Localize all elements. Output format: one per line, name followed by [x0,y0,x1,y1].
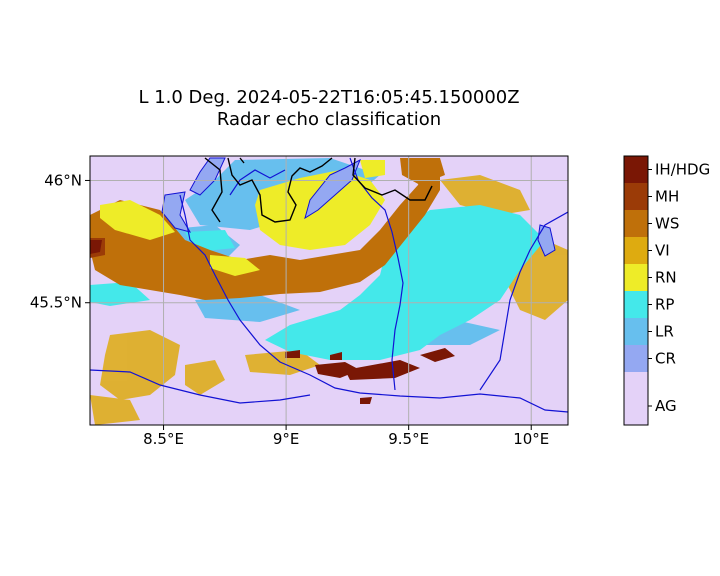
national-border [204,157,433,223]
chart-subtitle: Radar echo classification [216,109,442,130]
ws-region [90,158,445,300]
colorbar-segment [624,210,648,237]
lon-tick-label: 9°E [273,430,300,448]
colorbar-label: RP [655,296,674,314]
lon-tick-label: 8.5°E [143,430,184,448]
colorbar-label: AG [655,397,677,415]
colorbar-label: VI [655,242,670,260]
colorbar-segment [624,264,648,291]
lon-tick-label: 10°E [513,430,549,448]
colorbar-segment [624,372,648,425]
colorbar-label: LR [655,323,674,341]
lon-tick-label: 9.5°E [388,430,429,448]
chart-title: L 1.0 Deg. 2024-05-22T16:05:45.150000Z [138,87,520,108]
colorbar-segment [624,318,648,345]
lat-tick-label: 46°N [44,171,82,189]
colorbar-label: RN [655,269,677,287]
map-frame [89,155,569,426]
rivers [90,157,568,413]
colorbar-segment [624,183,648,210]
ih-hdg-cells [90,240,455,404]
rp-region [90,205,545,360]
axis-ticks: 8.5°E 9°E 9.5°E 10°E 46°N 45.5°N [30,171,549,448]
colorbar-label: MH [655,188,679,206]
colorbar-label: WS [655,215,679,233]
colorbar-label: CR [655,350,676,368]
lat-tick-label: 45.5°N [30,294,82,312]
colorbar-segment [624,291,648,318]
colorbar-frame [623,155,649,426]
colorbar: IH/HDG MH WS VI RN RP LR CR AG [623,155,710,426]
colorbar-label: IH/HDG [655,161,710,179]
map-panel [90,156,568,425]
colorbar-segment [624,156,648,183]
vi-speckle-area-sw [90,330,225,425]
colorbar-segment [624,345,648,372]
colorbar-segment [624,237,648,264]
lakes [161,157,556,257]
gridlines [90,156,568,425]
rn-region [100,160,385,276]
